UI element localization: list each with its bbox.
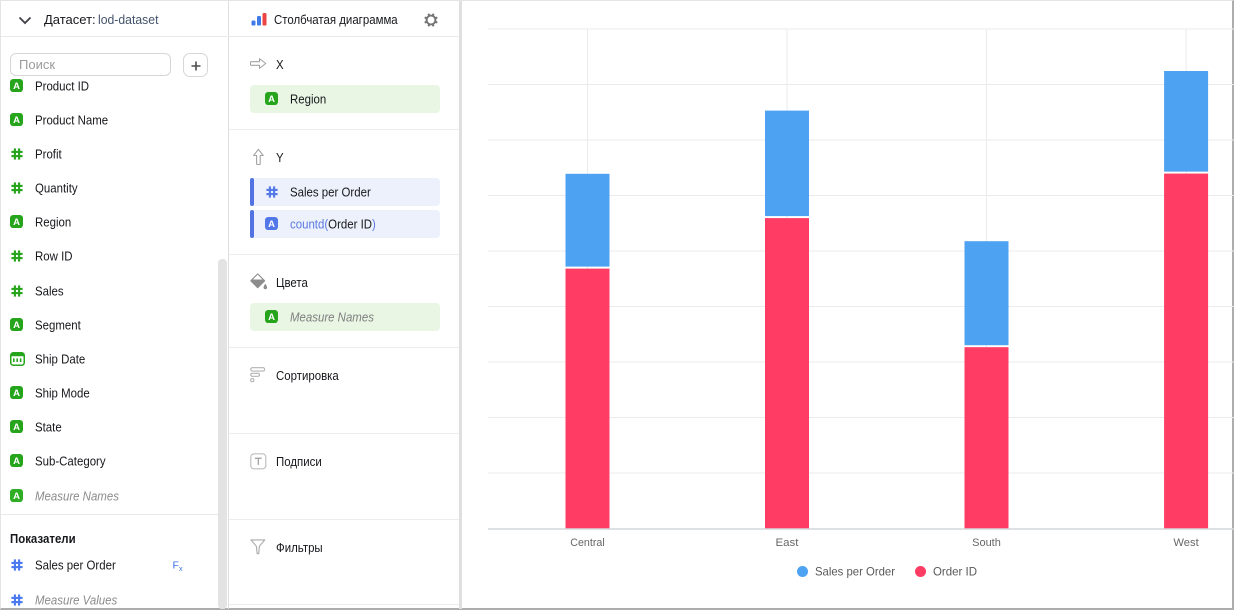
svg-text:A: A: [13, 422, 20, 433]
svg-text:F: F: [172, 559, 178, 571]
svg-text:A: A: [268, 94, 275, 105]
svg-text:A: A: [13, 115, 20, 126]
svg-text:A: A: [13, 491, 20, 502]
svg-text:West: West: [1173, 537, 1198, 549]
svg-text:A: A: [268, 312, 275, 323]
svg-text:Central: Central: [570, 537, 605, 549]
svg-text:Sales per Order: Sales per Order: [815, 565, 895, 579]
svg-text:A: A: [13, 388, 20, 399]
svg-text:South: South: [972, 537, 1001, 549]
svg-text:A: A: [13, 320, 20, 331]
svg-text:A: A: [13, 456, 20, 467]
svg-text:East: East: [775, 537, 798, 549]
svg-text:Order ID: Order ID: [933, 565, 977, 579]
svg-text:A: A: [13, 81, 20, 92]
svg-text:A: A: [268, 219, 275, 230]
svg-text:x: x: [179, 566, 183, 571]
svg-text:A: A: [13, 217, 20, 228]
